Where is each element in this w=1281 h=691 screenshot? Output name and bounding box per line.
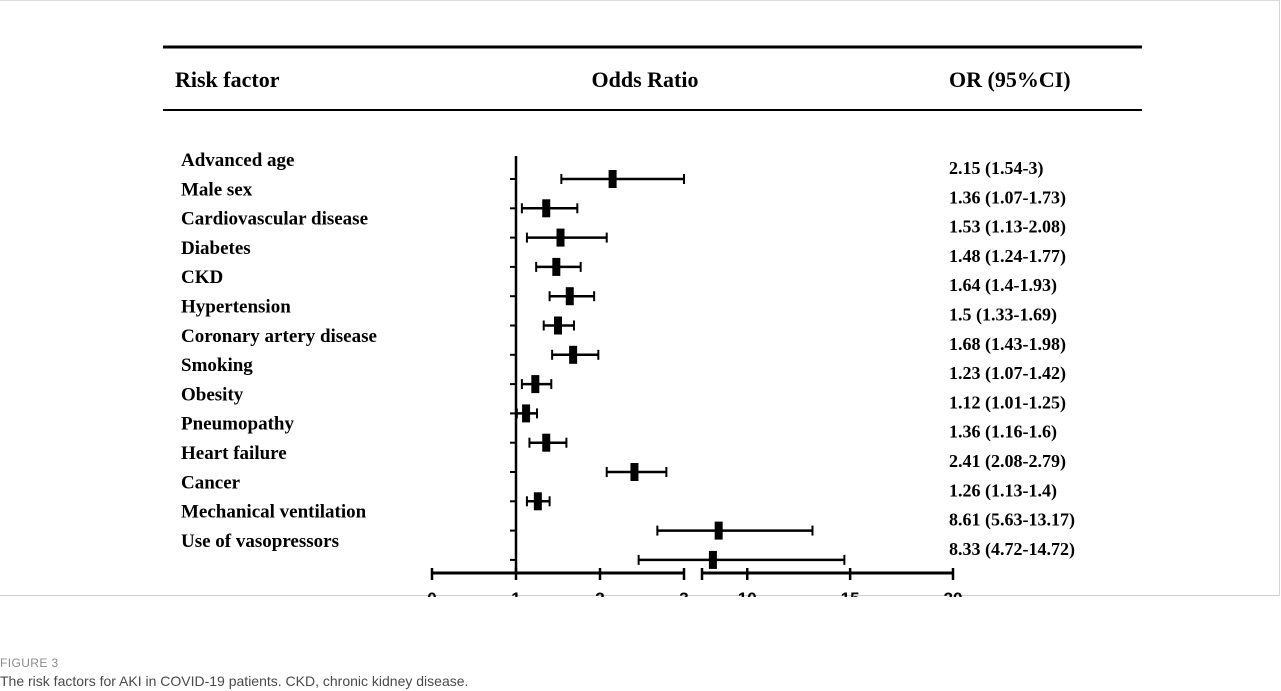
- point-estimate: [552, 257, 561, 276]
- point-estimate: [531, 375, 540, 394]
- x-tick-label: 15: [841, 589, 860, 597]
- x-tick-label: 1: [511, 589, 520, 597]
- or-ci-text: 1.64 (1.4-1.93): [949, 275, 1057, 296]
- x-tick-label: 10: [738, 589, 757, 597]
- risk-factor-label: Male sex: [181, 179, 253, 200]
- risk-factor-label: Diabetes: [181, 238, 251, 259]
- or-ci-text: 2.41 (2.08-2.79): [949, 451, 1066, 472]
- figure-label: FIGURE 3: [0, 656, 59, 670]
- header-risk-factor: Risk factor: [175, 67, 280, 92]
- risk-factor-label: Smoking: [181, 355, 253, 376]
- point-estimate: [554, 316, 562, 335]
- point-estimate: [556, 228, 565, 247]
- point-estimate: [569, 345, 578, 364]
- risk-factor-label: Hypertension: [181, 297, 291, 318]
- x-tick-label: 2: [595, 589, 604, 597]
- risk-factor-label: Mechanical ventilation: [181, 502, 367, 523]
- figure-frame: Risk factor Odds Ratio OR (95%CI) 0 1 2 3 10…: [0, 0, 1280, 608]
- risk-factor-label: Cancer: [181, 472, 241, 493]
- or-ci-text: 1.68 (1.43-1.98): [949, 334, 1066, 355]
- point-estimate: [714, 521, 723, 540]
- risk-factor-label: Advanced age: [181, 150, 294, 171]
- or-ci-text: 1.36 (1.07-1.73): [949, 187, 1066, 208]
- or-ci-text: 2.15 (1.54-3): [949, 158, 1043, 179]
- header-or-ci: OR (95%CI): [949, 67, 1071, 92]
- point-estimate: [522, 404, 531, 423]
- point-estimate: [565, 287, 574, 306]
- header-odds-ratio: Odds Ratio: [592, 67, 699, 92]
- risk-factor-label: Heart failure: [181, 443, 287, 464]
- or-ci-text: 8.33 (4.72-14.72): [949, 539, 1075, 560]
- point-estimate: [542, 199, 551, 218]
- x-tick-label: 20: [944, 589, 963, 597]
- or-ci-text: 1.23 (1.07-1.42): [949, 363, 1066, 384]
- risk-factor-label: CKD: [181, 267, 223, 288]
- figure-caption: The risk factors for AKI in COVID-19 pat…: [0, 673, 469, 689]
- or-ci-text: 1.12 (1.01-1.25): [949, 392, 1066, 413]
- risk-factor-label: Use of vasopressors: [181, 531, 339, 552]
- point-estimate: [608, 170, 617, 188]
- risk-factor-label: Pneumopathy: [181, 414, 294, 435]
- risk-factor-label: Obesity: [181, 384, 244, 405]
- risk-factor-label: Cardiovascular disease: [181, 209, 368, 230]
- or-ci-text: 1.36 (1.16-1.6): [949, 422, 1057, 443]
- point-estimate: [542, 433, 551, 452]
- forest-plot: Risk factor Odds Ratio OR (95%CI) 0 1 2 3 10…: [163, 45, 1142, 608]
- or-ci-text: 1.53 (1.13-2.08): [949, 217, 1066, 238]
- x-tick-label: 0: [427, 589, 436, 597]
- x-tick-label: 3: [679, 589, 688, 597]
- or-ci-text: 1.26 (1.13-1.4): [949, 480, 1057, 501]
- point-estimate: [708, 550, 717, 569]
- or-ci-text: 1.5 (1.33-1.69): [949, 305, 1057, 326]
- risk-factor-label: Coronary artery disease: [181, 326, 377, 347]
- or-ci-text: 1.48 (1.24-1.77): [949, 246, 1066, 267]
- or-ci-text: 8.61 (5.63-13.17): [949, 510, 1075, 531]
- point-estimate: [630, 463, 639, 481]
- point-estimate: [533, 492, 542, 511]
